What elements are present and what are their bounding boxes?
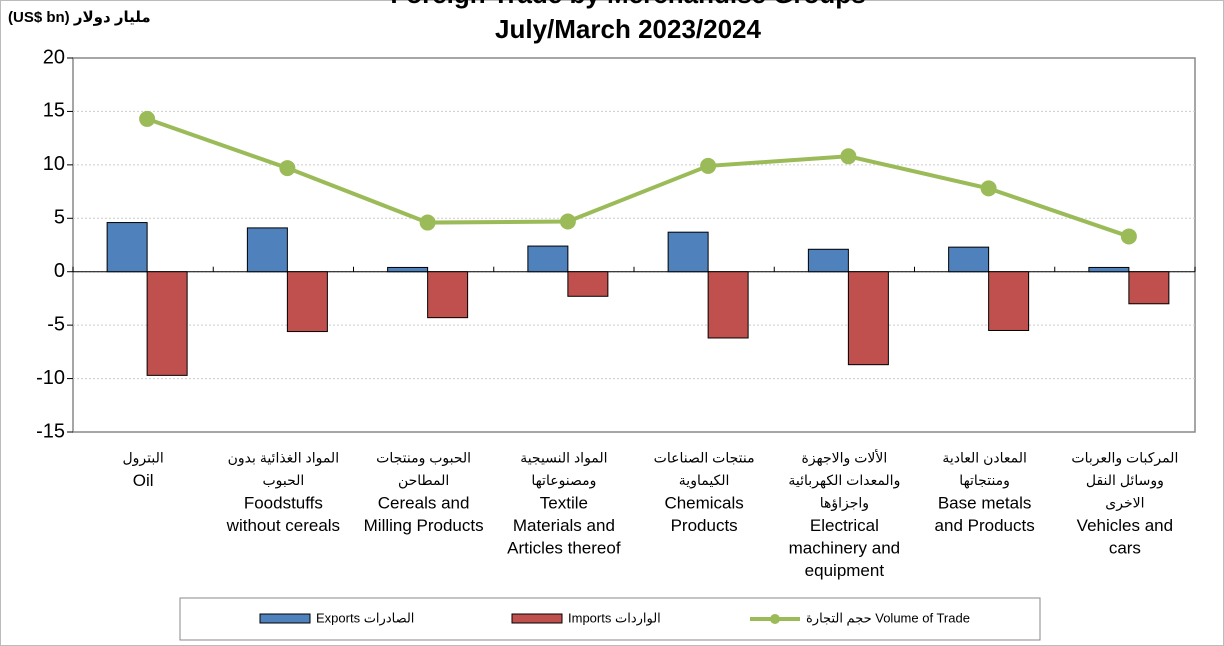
x-tick-label: Vehicles and [1077,516,1173,535]
plot-area [72,57,1196,433]
x-tick-label: الاخرى [1105,495,1144,512]
line-point [980,180,997,197]
y-tick-label: 15 [43,100,65,122]
y-tick-label: -15 [36,420,65,442]
bar [707,271,749,339]
legend-swatch [511,613,563,624]
bar [567,271,609,297]
line [146,117,1130,239]
line-point [559,213,576,230]
bar [246,227,288,273]
y-tick-label: 20 [43,46,65,68]
bar [988,271,1030,331]
bar [527,245,569,273]
x-tick-label: cars [1109,538,1141,557]
y-tick-label: -10 [36,367,65,389]
line-point [139,110,156,127]
chart-title: Foreign Trade by Merchandise Groups [390,0,865,9]
x-tick-label: والمعدات الكهربائية [788,472,900,489]
legend-swatch [259,613,311,624]
legend-label: Imports الواردات [568,610,661,626]
bar [146,271,188,376]
x-tick-label: الألات والاجهزة [802,449,888,467]
y-tick-label: 10 [43,153,65,175]
bar [807,248,849,273]
line-point [700,157,717,174]
bar [1128,271,1170,305]
line-point [279,160,296,177]
x-tick-label: Cereals and [378,493,470,512]
x-tick-label: Electrical [810,516,879,535]
line-point [1120,228,1137,245]
x-tick-label: Foodstuffs [244,493,323,512]
line-point [840,148,857,165]
bar [667,231,709,273]
x-tick-label: المركبات والعربات [1071,450,1178,467]
bar [106,222,148,273]
legend-swatch [770,614,780,624]
x-tick-label: الحبوب [262,472,304,489]
x-tick-label: without cereals [226,516,340,535]
y-tick-label: 5 [54,207,65,229]
x-tick-label: equipment [805,561,885,580]
chart-title: July/March 2023/2024 [495,14,761,44]
legend [179,597,1041,641]
x-tick-label: منتجات الصناعات [654,450,755,466]
x-tick-label: Textile [540,493,588,512]
x-tick-label: Milling Products [364,516,484,535]
y-tick-label: 0 [54,260,65,282]
x-tick-label: المعادن العادية [942,450,1027,466]
x-tick-label: الكيماوية [679,472,730,489]
x-tick-label: المواد النسيجية [520,450,607,467]
bar [427,271,469,319]
x-tick-label: المطاحن [398,472,449,489]
y-axis-label: (US$ bn) مليار دولار [8,9,151,26]
x-tick-label: Chemicals [664,493,743,512]
x-tick-label: ومصنوعاتها [531,472,596,489]
line-point [419,214,436,231]
bar [387,266,429,273]
bar [1088,266,1130,273]
bar [286,271,328,333]
x-tick-label: Oil [133,471,154,490]
x-tick-label: ووسائل النقل [1086,472,1164,489]
x-tick-label: ومنتجاتها [959,472,1010,489]
legend-label: حجم التجارة Volume of Trade [806,610,970,626]
x-tick-label: and Products [935,516,1035,535]
x-tick-label: Materials and [513,516,615,535]
x-tick-label: Base metals [938,493,1032,512]
x-tick-label: Products [671,516,738,535]
bar [847,271,889,366]
x-tick-label: machinery and [789,538,901,557]
x-tick-label: البترول [122,450,163,467]
bar [948,246,990,273]
x-tick-label: واجزاؤها [820,495,869,512]
legend-label: Exports الصادرات [316,610,414,626]
y-tick-label: -5 [47,313,65,335]
x-tick-label: الحبوب ومنتجات [376,450,471,467]
x-tick-label: Articles thereof [507,538,621,557]
x-tick-label: المواد الغذائية بدون [228,450,339,467]
